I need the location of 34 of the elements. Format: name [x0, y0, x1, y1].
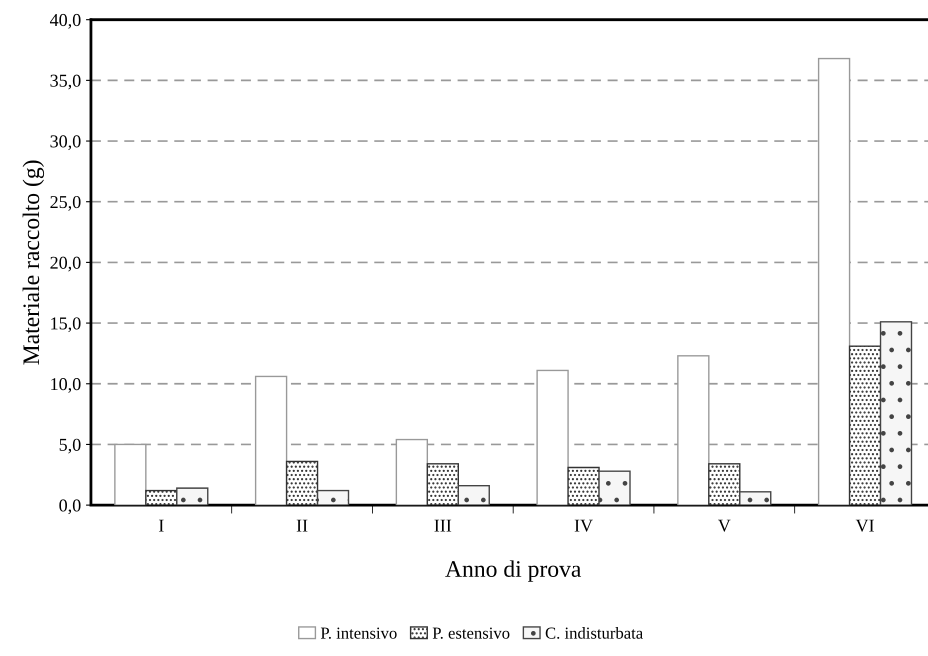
x-tick-label: VI: [856, 520, 874, 532]
bar: [458, 485, 490, 506]
x-axis-title: Anno di prova: [445, 560, 582, 582]
bar: [708, 463, 740, 506]
x-tick-label: IV: [574, 520, 593, 532]
legend-label: P. intensivo: [320, 628, 397, 639]
y-tick-label: 20,0: [50, 256, 81, 272]
bar: [286, 460, 318, 506]
bar: [316, 490, 350, 506]
y-tick-label: 25,0: [50, 196, 81, 211]
y-tick-label: 10,0: [51, 378, 81, 393]
y-tick-label: 30,0: [50, 135, 81, 150]
bar: [848, 345, 882, 506]
x-tick-label: V: [718, 520, 731, 532]
x-tick-label: II: [296, 520, 308, 532]
y-axis-title: Materiale raccolto (g): [22, 160, 44, 365]
bar: [567, 466, 600, 506]
legend-label: P. estensivo: [432, 628, 510, 639]
y-tick-label: 0,0: [59, 499, 81, 514]
bar: [176, 487, 208, 506]
y-tick-label: 15,0: [51, 317, 81, 332]
bar: [145, 490, 178, 506]
bar: [536, 370, 569, 506]
bar: [598, 470, 631, 506]
bar: [739, 491, 772, 506]
legend-label: C. indisturbata: [546, 627, 643, 639]
y-tick-label: 40,0: [50, 14, 81, 29]
y-tick-label: 5,0: [60, 438, 81, 454]
bar: [254, 376, 288, 506]
x-tick-label: I: [158, 520, 164, 532]
x-tick-label: III: [434, 520, 452, 532]
y-tick-label: 35,0: [50, 74, 81, 90]
bar: [426, 463, 459, 506]
bar: [880, 321, 912, 506]
